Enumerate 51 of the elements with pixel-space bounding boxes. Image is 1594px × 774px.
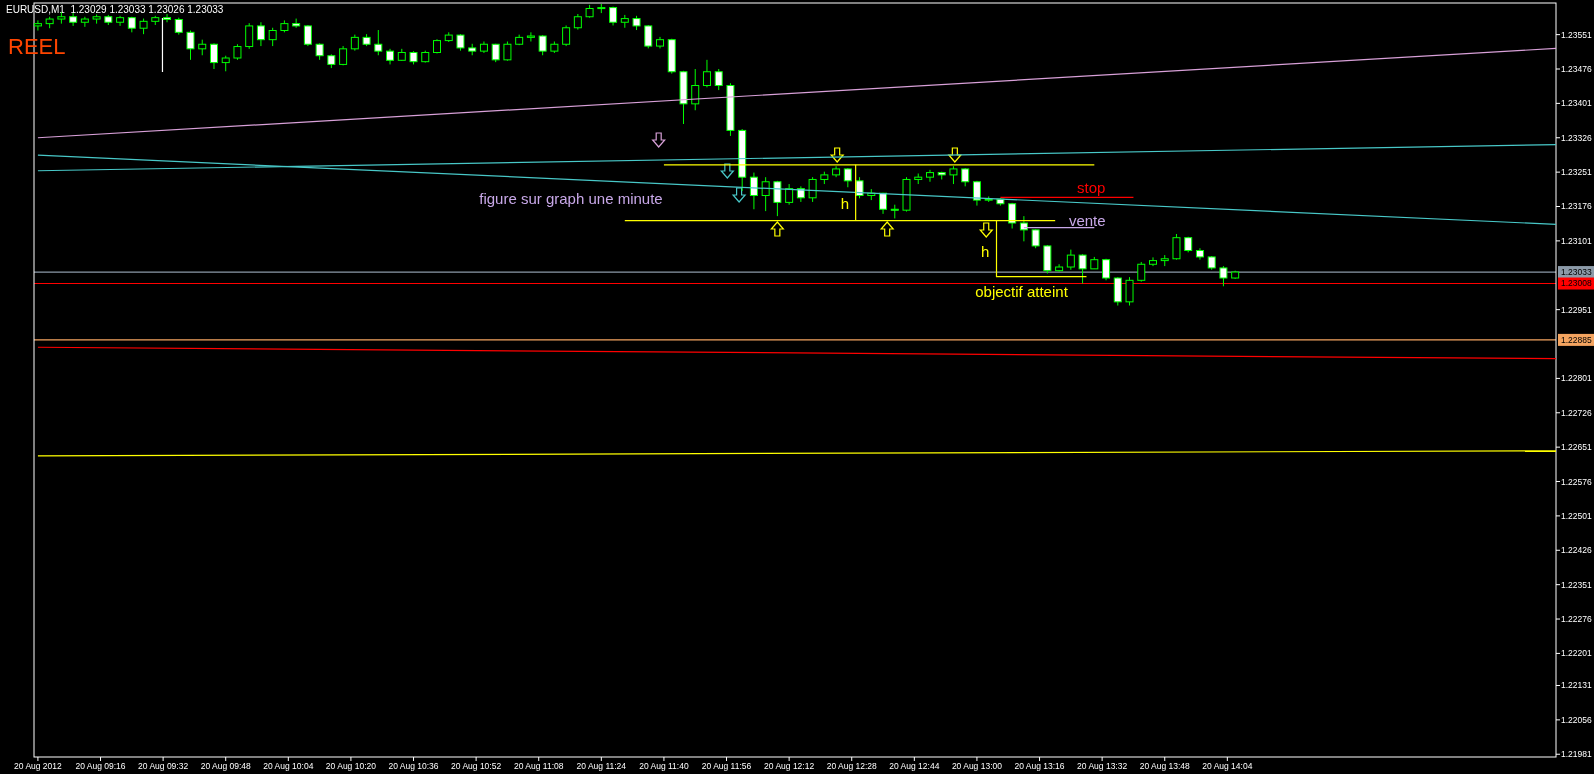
ref-line-label: 1.22885 bbox=[1561, 334, 1592, 345]
x-tick-label: 20 Aug 13:16 bbox=[1014, 761, 1065, 771]
x-tick-label: 20 Aug 10:36 bbox=[388, 761, 439, 771]
y-tick-label: 1.23251 bbox=[1561, 167, 1592, 178]
x-tick-label: 20 Aug 14:04 bbox=[1202, 761, 1253, 771]
x-tick-label: 20 Aug 11:56 bbox=[701, 761, 752, 771]
y-tick-label: 1.22131 bbox=[1561, 680, 1592, 691]
annotation: figure sur graph une minute bbox=[479, 190, 663, 208]
y-tick-label: 1.21981 bbox=[1561, 749, 1592, 760]
annotation: h bbox=[981, 243, 990, 261]
annotation: stop bbox=[1076, 179, 1106, 197]
y-tick-label: 1.23326 bbox=[1561, 132, 1592, 143]
y-tick-label: 1.22501 bbox=[1561, 510, 1592, 521]
ref-line-label: 1.23033 bbox=[1561, 267, 1592, 278]
annotation: objectif atteint bbox=[975, 283, 1069, 301]
annotation: vente bbox=[1068, 212, 1106, 230]
y-tick-label: 1.22801 bbox=[1561, 373, 1592, 384]
x-tick-label: 20 Aug 11:08 bbox=[513, 761, 564, 771]
x-tick-label: 20 Aug 10:52 bbox=[451, 761, 502, 771]
ref-line-label: 1.23008 bbox=[1561, 278, 1592, 289]
x-tick-label: 20 Aug 13:32 bbox=[1077, 761, 1128, 771]
y-tick-label: 1.23101 bbox=[1561, 235, 1592, 246]
y-tick-label: 1.22201 bbox=[1561, 648, 1592, 659]
x-tick-label: 20 Aug 12:44 bbox=[889, 761, 940, 771]
x-tick-label: 20 Aug 13:48 bbox=[1139, 761, 1191, 771]
x-tick-label: 20 Aug 11:40 bbox=[639, 761, 689, 771]
y-tick-label: 1.22426 bbox=[1561, 545, 1592, 556]
x-tick-label: 20 Aug 10:04 bbox=[263, 761, 314, 771]
y-tick-label: 1.22351 bbox=[1561, 579, 1592, 590]
chart-title: EURUSD,M1 1.23029 1.23033 1.23026 1.23033 bbox=[6, 4, 224, 15]
y-tick-label: 1.23476 bbox=[1561, 63, 1592, 74]
y-tick-label: 1.23551 bbox=[1561, 29, 1592, 40]
x-tick-label: 20 Aug 11:24 bbox=[576, 761, 627, 771]
y-tick-label: 1.23401 bbox=[1561, 98, 1592, 109]
y-tick-label: 1.22056 bbox=[1561, 714, 1592, 725]
y-tick-label: 1.22651 bbox=[1561, 442, 1592, 453]
x-tick-label: 20 Aug 09:48 bbox=[200, 761, 252, 771]
x-tick-label: 20 Aug 09:16 bbox=[75, 761, 126, 771]
x-tick-label: 20 Aug 10:20 bbox=[325, 761, 377, 771]
y-tick-label: 1.22576 bbox=[1561, 476, 1592, 487]
y-tick-label: 1.23176 bbox=[1561, 201, 1592, 212]
annotation: h bbox=[840, 195, 850, 213]
y-tick-label: 1.22276 bbox=[1561, 614, 1592, 625]
x-tick-label: 20 Aug 12:12 bbox=[764, 761, 815, 771]
x-tick-label: 20 Aug 13:00 bbox=[951, 761, 1003, 771]
x-tick-label: 20 Aug 12:28 bbox=[826, 761, 878, 771]
text: REEL bbox=[8, 34, 66, 59]
y-tick-label: 1.22951 bbox=[1561, 304, 1592, 315]
x-tick-label: 20 Aug 2012 bbox=[14, 761, 63, 771]
y-tick-label: 1.22726 bbox=[1561, 407, 1592, 418]
x-tick-label: 20 Aug 09:32 bbox=[138, 761, 189, 771]
